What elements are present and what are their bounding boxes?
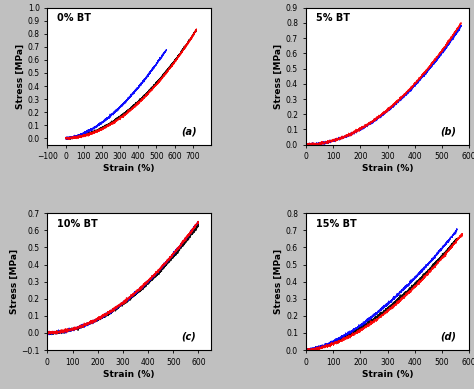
Y-axis label: Stress [MPa]: Stress [MPa] [274, 249, 283, 314]
Text: 10% BT: 10% BT [57, 219, 98, 229]
Text: 0% BT: 0% BT [57, 13, 91, 23]
Text: (a): (a) [182, 126, 197, 137]
Text: 15% BT: 15% BT [316, 219, 356, 229]
X-axis label: Strain (%): Strain (%) [103, 370, 155, 378]
Text: (c): (c) [182, 332, 196, 342]
Text: (d): (d) [440, 332, 456, 342]
X-axis label: Strain (%): Strain (%) [362, 370, 413, 378]
Y-axis label: Stress [MPa]: Stress [MPa] [9, 249, 18, 314]
Text: 5% BT: 5% BT [316, 13, 349, 23]
Y-axis label: Stress [MPa]: Stress [MPa] [16, 44, 25, 109]
Y-axis label: Stress [MPa]: Stress [MPa] [274, 44, 283, 109]
X-axis label: Strain (%): Strain (%) [362, 164, 413, 173]
Text: (b): (b) [440, 126, 456, 137]
X-axis label: Strain (%): Strain (%) [103, 164, 155, 173]
